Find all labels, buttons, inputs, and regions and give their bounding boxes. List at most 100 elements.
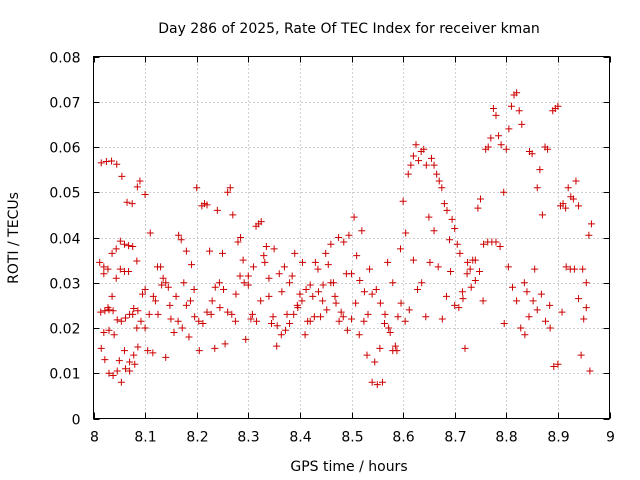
data-point xyxy=(257,218,265,226)
data-point xyxy=(368,378,376,386)
data-point xyxy=(381,310,389,318)
data-point xyxy=(345,231,353,239)
data-point xyxy=(402,229,410,237)
data-point xyxy=(101,307,109,315)
data-point xyxy=(268,319,276,327)
data-point xyxy=(477,195,484,203)
data-point xyxy=(151,297,159,305)
data-point xyxy=(373,381,381,389)
data-point xyxy=(434,263,442,271)
data-point xyxy=(355,331,363,339)
data-point xyxy=(404,170,412,178)
data-point xyxy=(121,314,129,322)
data-point xyxy=(247,315,255,323)
data-point xyxy=(137,317,145,325)
data-point xyxy=(559,200,567,208)
data-point xyxy=(366,265,374,273)
data-point xyxy=(455,304,463,312)
data-point xyxy=(262,243,270,251)
data-point xyxy=(554,102,562,110)
data-point xyxy=(533,184,541,192)
data-point xyxy=(314,265,322,273)
data-point xyxy=(101,356,109,364)
data-point xyxy=(492,111,500,119)
data-point xyxy=(269,313,277,321)
data-point xyxy=(422,313,430,321)
data-point xyxy=(401,317,409,325)
data-point xyxy=(109,372,117,380)
data-point xyxy=(164,283,172,291)
data-point xyxy=(562,204,570,212)
data-point xyxy=(422,161,430,169)
data-point xyxy=(497,141,505,149)
data-point xyxy=(249,263,257,271)
data-point xyxy=(237,234,245,241)
data-point xyxy=(471,276,479,284)
data-point xyxy=(531,265,539,273)
data-point xyxy=(378,378,386,386)
data-point xyxy=(430,227,438,235)
data-point xyxy=(177,236,185,244)
x-tick-label: 8.7 xyxy=(444,430,466,446)
data-point xyxy=(185,333,193,341)
data-point xyxy=(97,159,105,167)
data-point xyxy=(523,288,531,296)
data-point xyxy=(430,161,438,169)
data-point xyxy=(231,317,239,325)
data-point xyxy=(381,319,389,327)
data-point xyxy=(546,324,554,332)
data-point xyxy=(484,143,492,151)
data-point xyxy=(273,342,281,350)
data-point xyxy=(435,177,443,185)
data-point xyxy=(323,306,331,314)
data-point xyxy=(368,290,376,298)
data-point xyxy=(364,310,372,318)
data-point xyxy=(461,344,469,352)
data-point xyxy=(240,279,248,287)
data-point xyxy=(126,367,134,375)
data-point xyxy=(500,188,508,196)
data-point xyxy=(399,197,407,205)
data-point xyxy=(546,301,554,309)
data-point xyxy=(133,257,141,265)
data-point xyxy=(277,331,285,339)
data-point xyxy=(350,213,358,221)
data-point xyxy=(146,229,154,237)
data-point xyxy=(554,360,562,368)
x-tick-label: 8.5 xyxy=(341,430,363,446)
data-point xyxy=(286,279,294,287)
data-point xyxy=(443,206,451,214)
data-point xyxy=(133,183,141,191)
data-point xyxy=(456,249,464,257)
data-point xyxy=(257,297,265,305)
data-point xyxy=(270,245,278,253)
data-point xyxy=(298,297,306,305)
data-point xyxy=(195,347,203,355)
data-point xyxy=(337,308,345,316)
data-point xyxy=(412,141,420,149)
data-point xyxy=(145,310,153,318)
data-point xyxy=(105,369,113,377)
data-point xyxy=(141,191,149,199)
data-point xyxy=(528,150,536,158)
data-point xyxy=(358,227,366,235)
y-tick-labels: 0 0.01 0.02 0.03 0.04 0.05 0.06 0.07 0.08 xyxy=(49,51,80,429)
data-point xyxy=(298,258,306,266)
data-point xyxy=(178,324,186,332)
data-point xyxy=(384,258,392,266)
data-point xyxy=(306,317,314,325)
data-point xyxy=(426,258,434,266)
data-point xyxy=(569,195,577,203)
data-point xyxy=(182,247,190,255)
data-point xyxy=(129,310,137,318)
data-point xyxy=(582,279,590,287)
data-point xyxy=(484,238,492,246)
data-point xyxy=(580,315,588,323)
data-point xyxy=(508,283,516,291)
data-point xyxy=(219,249,226,257)
data-point xyxy=(273,322,281,330)
data-point xyxy=(139,290,147,298)
data-point xyxy=(475,267,483,275)
data-point xyxy=(332,299,340,307)
